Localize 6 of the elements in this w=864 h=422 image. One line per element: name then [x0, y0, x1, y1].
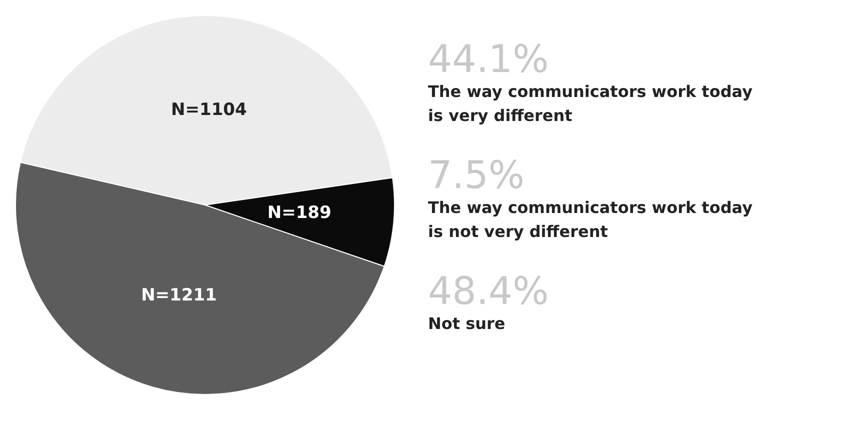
data-label: N=1104: [171, 100, 247, 120]
slice-label: Not sure: [428, 313, 506, 335]
slice-label: The way communicators work today is not very different: [428, 197, 754, 243]
data-label: N=189: [267, 203, 332, 224]
slice-label: The way communicators work today is very different: [428, 81, 754, 127]
data-label: N=1211: [141, 286, 217, 306]
